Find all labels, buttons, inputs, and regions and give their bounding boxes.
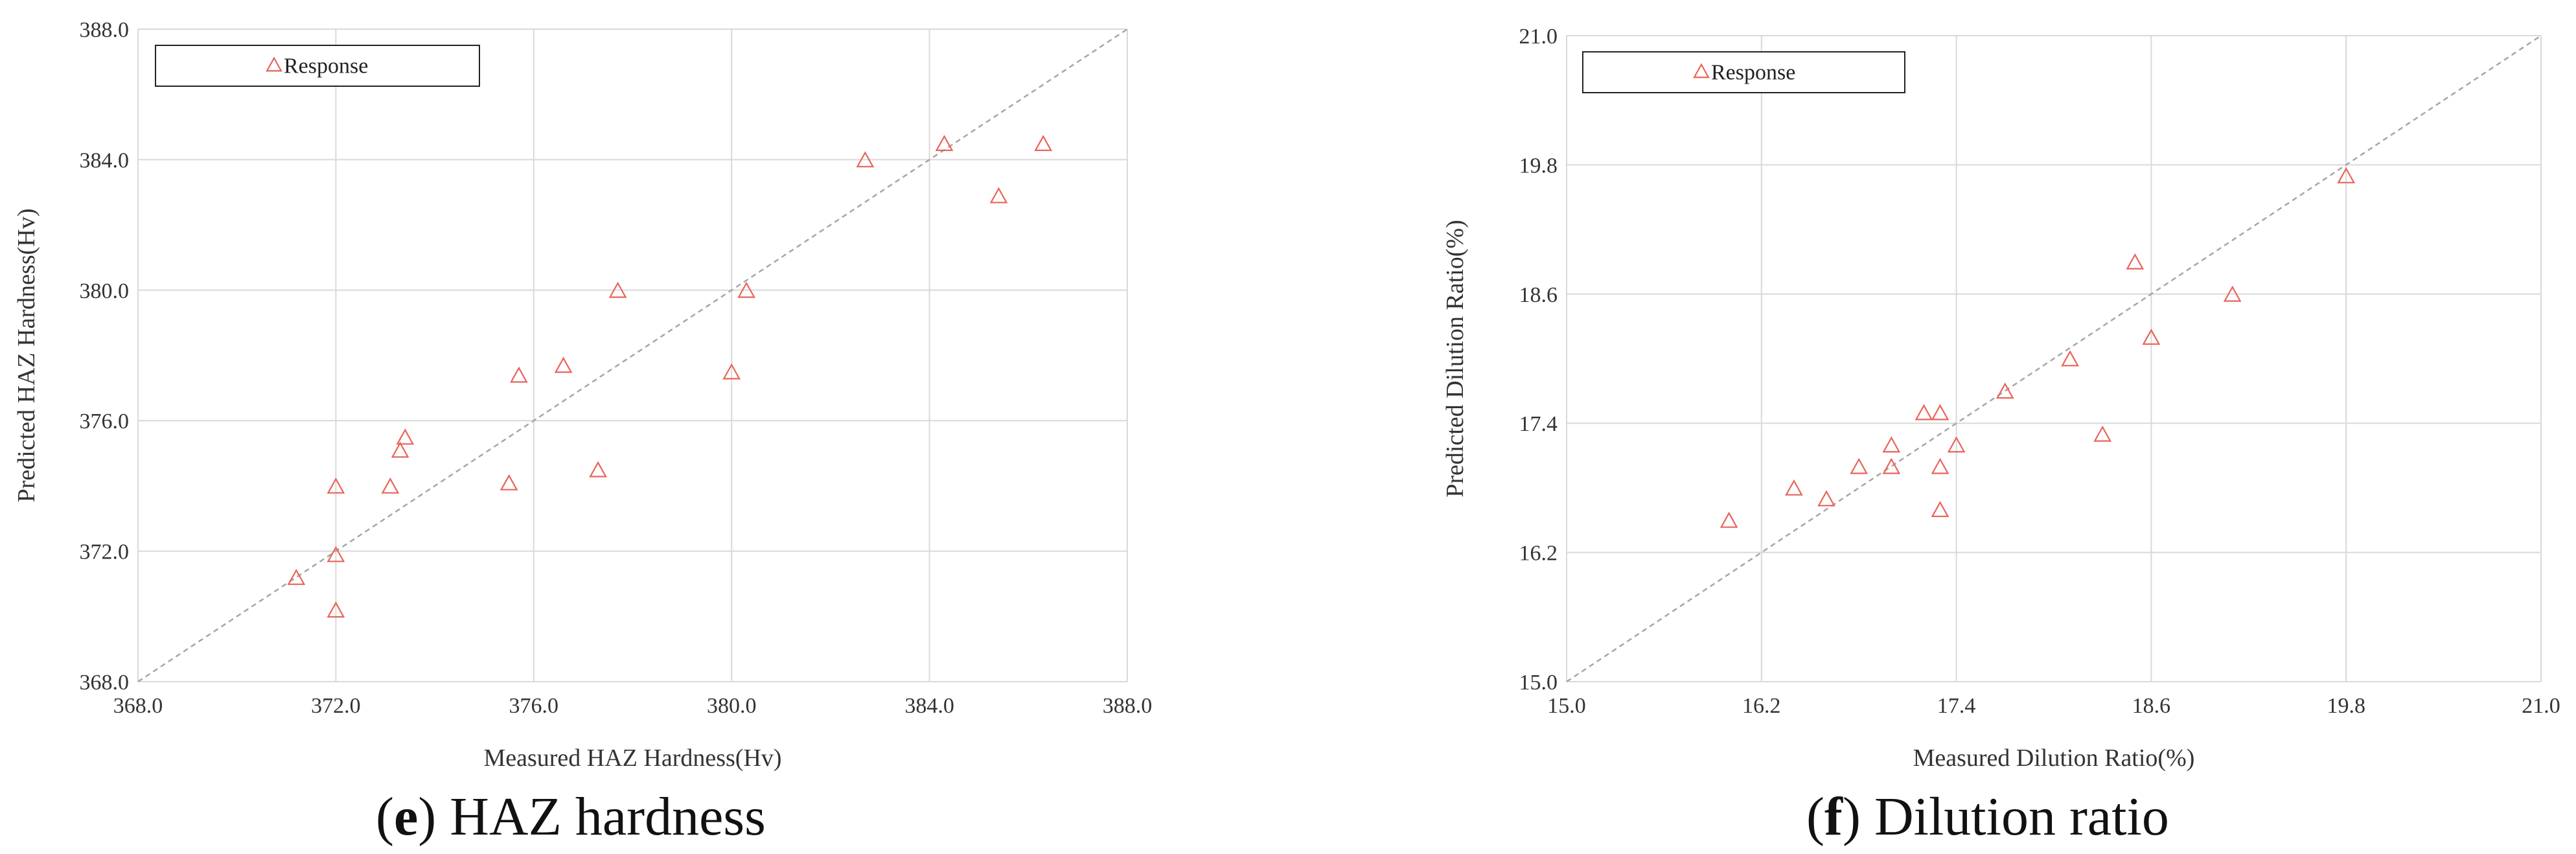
chart-f-point-4 [1882,436,1901,453]
chart-f-reference-line [1566,34,2542,683]
chart-e-point-1 [327,601,345,618]
chart-f-point-3 [1850,457,1869,474]
chart-f-point-14 [2126,253,2145,270]
chart-e-point-16 [989,187,1008,203]
chart-e-xlabel: Measured HAZ Hardness(Hv) [483,744,781,772]
chart-f-xlabel: Measured Dilution Ratio(%) [1913,744,2195,772]
chart-e-ytick-1: 372.0 [80,540,130,564]
chart-f-legend-marker [1693,63,1710,78]
chart-e-ytick-4: 384.0 [80,148,130,172]
caption-e-open: ( [376,787,394,847]
chart-f-point-7 [1931,457,1949,474]
chart-f-point-13 [2093,425,2112,442]
chart-e-xtick-5: 388.0 [1103,694,1153,718]
chart-e-point-8 [510,366,528,383]
chart-e-point-13 [737,281,755,298]
chart-f-point-8 [1931,404,1949,421]
chart-e-point-0 [287,568,306,585]
chart-e-point-3 [327,477,345,494]
chart-f-ytick-1: 16.2 [1519,542,1558,566]
chart-e-point-4 [381,477,400,494]
caption-f-letter: f [1824,787,1843,847]
chart-f-xtick-5: 21.0 [2522,694,2560,718]
chart-f-ytick-5: 21.0 [1519,25,1558,49]
chart-f-point-15 [2142,329,2161,345]
chart-e-point-6 [396,428,415,445]
chart-f-point-11 [1995,382,2014,399]
chart-e-ytick-0: 368.0 [80,671,130,695]
chart-e-point-10 [589,461,607,478]
chart-e-point-2 [327,546,345,562]
chart-e-point-12 [722,363,741,380]
chart-f-point-6 [1915,404,1933,421]
caption-e: (e) HAZ hardness [376,785,766,848]
chart-e-legend-box [155,45,480,87]
chart-e-ylabel: Predicted HAZ Hardness(Hv) [13,209,40,503]
chart-e-point-9 [554,356,573,373]
chart-f-ytick-0: 15.0 [1519,671,1558,695]
chart-f-xtick-0: 15.0 [1547,694,1586,718]
chart-f-point-10 [1931,501,1949,518]
chart-f-ytick-2: 17.4 [1519,412,1558,436]
chart-e-ytick-5: 388.0 [80,18,130,42]
caption-f-open: ( [1806,787,1824,847]
chart-f-point-1 [1785,479,1803,496]
chart-e-point-11 [608,281,627,298]
caption-e-letter: e [393,787,419,847]
chart-e-ytick-3: 380.0 [80,279,130,303]
chart-f-xtick-2: 17.4 [1937,694,1976,718]
chart-f-xtick-4: 19.8 [2327,694,2365,718]
chart-f-xtick-3: 18.6 [2132,694,2171,718]
chart-e-xtick-3: 380.0 [707,694,757,718]
caption-e-text: ) HAZ hardness [418,787,766,847]
chart-e-point-5 [391,441,409,458]
chart-f-legend-label: Response [1711,61,1795,85]
chart-e-legend-label: Response [284,54,368,78]
chart-f-point-16 [2223,285,2242,302]
chart-f-point-17 [2337,167,2356,183]
chart-e-reference-line [137,28,1128,683]
chart-f-point-0 [1719,511,1738,528]
chart-e-legend-marker [266,56,282,72]
chart-f-ylabel: Predicted Dilution Ratio(%) [1442,220,1469,497]
chart-e-ytick-2: 376.0 [80,410,130,433]
chart-e-xtick-4: 384.0 [904,694,954,718]
chart-f-point-5 [1882,457,1901,474]
chart-f-ytick-4: 19.8 [1519,154,1558,178]
chart-e-xtick-2: 376.0 [509,694,559,718]
chart-f-point-12 [2061,350,2079,367]
caption-f: (f) Dilution ratio [1806,785,2169,848]
chart-e-xtick-0: 368.0 [113,694,163,718]
caption-f-text: ) Dilution ratio [1842,787,2169,847]
chart-e-point-15 [935,135,954,152]
chart-e-point-7 [500,474,518,490]
chart-e-xtick-1: 372.0 [311,694,361,718]
chart-f-ytick-3: 18.6 [1519,283,1558,307]
chart-f-xtick-1: 16.2 [1742,694,1781,718]
chart-e-point-17 [1034,135,1053,152]
chart-f-point-9 [1947,436,1966,453]
chart-f-legend-box [1582,51,1905,93]
chart-e-point-14 [856,151,875,168]
chart-f-point-2 [1817,490,1835,507]
